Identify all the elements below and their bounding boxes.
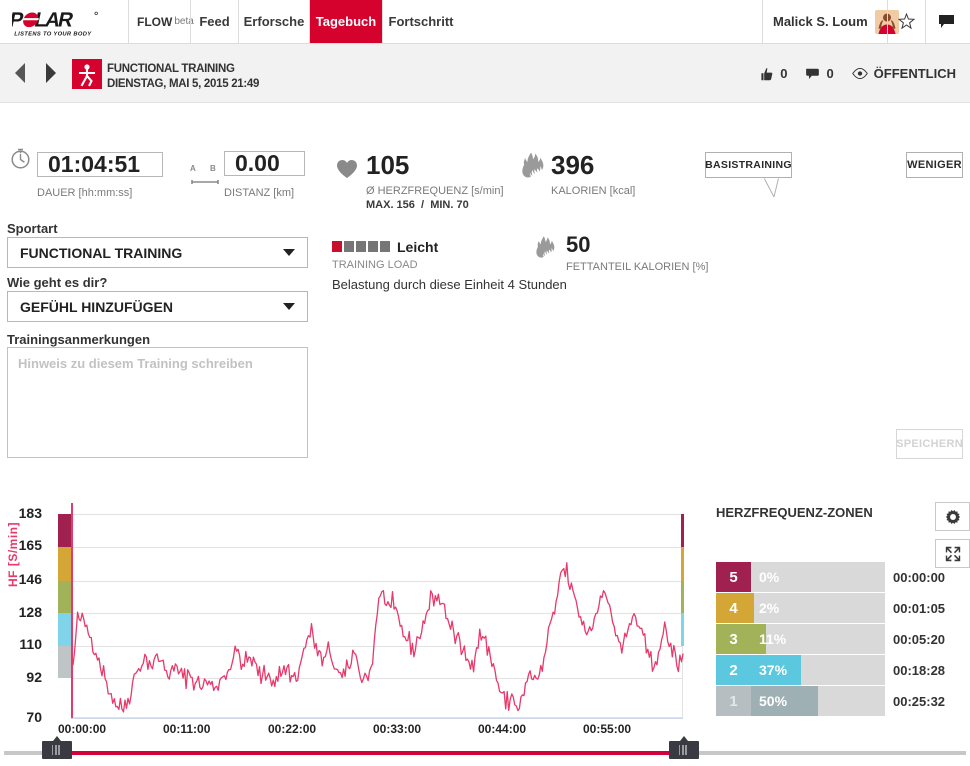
svg-text:LAR: LAR — [33, 8, 76, 31]
svg-text:A: A — [190, 164, 196, 173]
svg-text:B: B — [210, 164, 216, 173]
svg-text:LISTENS TO YOUR BODY: LISTENS TO YOUR BODY — [14, 31, 92, 36]
